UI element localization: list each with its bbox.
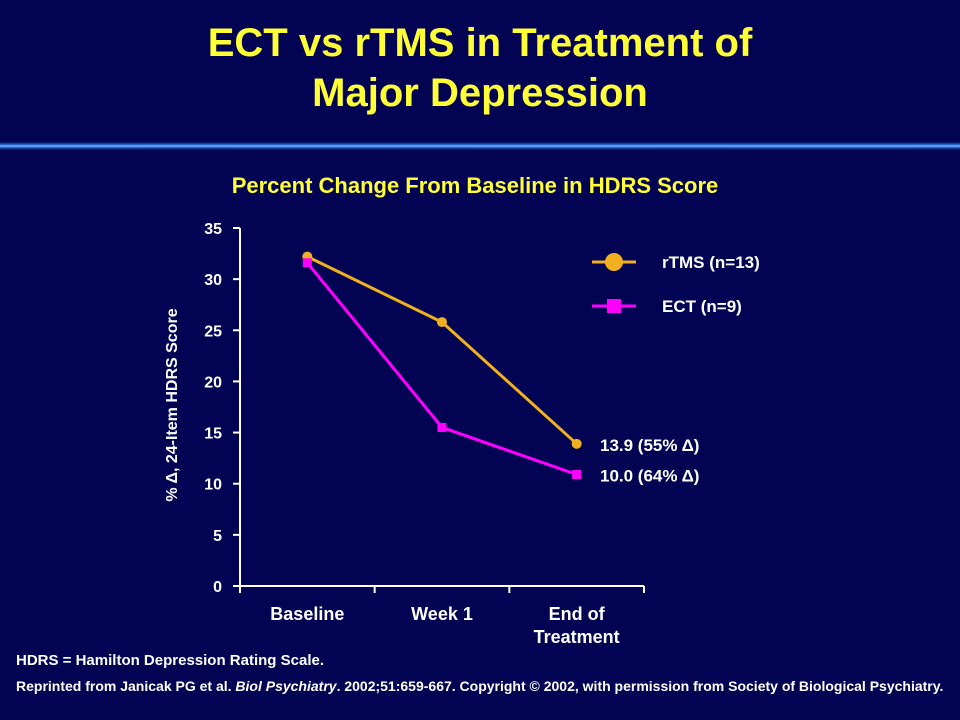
end-label: 10.0 (64% Δ) (600, 467, 699, 486)
chart-title: Percent Change From Baseline in HDRS Sco… (232, 173, 719, 198)
y-tick-label: 20 (204, 374, 222, 391)
y-tick-label: 10 (204, 477, 222, 494)
data-point-rtms (571, 438, 582, 449)
y-tick-label: 25 (204, 323, 222, 340)
data-point-ect (572, 470, 582, 480)
legend-marker (607, 299, 621, 313)
y-tick-label: 30 (204, 272, 222, 289)
data-point-ect (302, 258, 312, 268)
y-tick-label: 0 (213, 579, 222, 596)
legend-label: rTMS (n=13) (662, 253, 760, 272)
x-tick-label: Week 1 (411, 604, 473, 624)
footnote-ref-prefix: Reprinted from Janicak PG et al. (16, 678, 236, 694)
x-tick-label: Baseline (270, 604, 344, 624)
data-point-rtms (437, 317, 447, 328)
footnote-definition: HDRS = Hamilton Depression Rating Scale. (16, 652, 324, 669)
footnote-reference: Reprinted from Janicak PG et al. Biol Ps… (16, 677, 946, 695)
series-line-1 (306, 261, 578, 476)
legend-label: ECT (n=9) (662, 297, 742, 316)
slide-title-line-2: Major Depression (312, 71, 648, 115)
series-line-0 (306, 255, 578, 445)
end-label: 13.9 (55% Δ) (600, 436, 699, 455)
slide-title: ECT vs rTMS in Treatment of Major Depres… (0, 18, 960, 118)
y-tick-label: 5 (213, 528, 222, 545)
footnote-ref-suffix: . 2002;51:659-667. Copyright © 2002, wit… (336, 678, 944, 694)
x-tick-label: End of Treatment (534, 604, 620, 647)
title-divider (0, 142, 960, 150)
data-point-ect (437, 422, 447, 432)
slide-title-line-1: ECT vs rTMS in Treatment of (207, 21, 753, 65)
y-tick-label: 15 (204, 426, 222, 443)
footnote-ref-journal: Biol Psychiatry (235, 678, 337, 694)
legend-marker (605, 253, 623, 271)
y-axis-title: % Δ, 24-Item HDRS Score (164, 308, 181, 501)
y-tick-label: 35 (204, 221, 222, 238)
